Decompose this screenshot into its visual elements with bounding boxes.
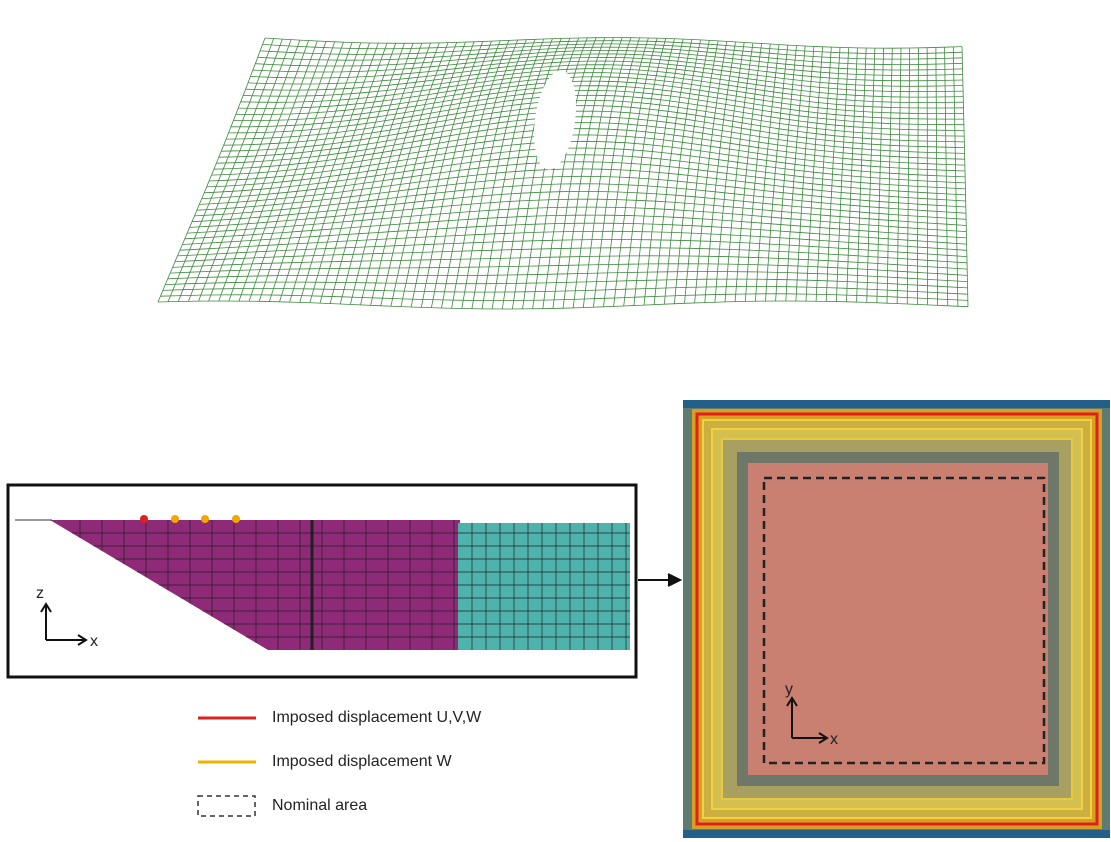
legend-label: Imposed displacement W bbox=[272, 753, 453, 770]
mesh-line bbox=[158, 38, 265, 302]
teal-block bbox=[458, 523, 630, 650]
mesh-line bbox=[178, 39, 282, 301]
mesh-line bbox=[664, 40, 700, 304]
axis-label: x bbox=[830, 731, 838, 748]
plan-view: y x bbox=[683, 400, 1110, 838]
mesh-line bbox=[583, 38, 631, 308]
mesh-line bbox=[472, 39, 535, 308]
mesh-line bbox=[857, 48, 867, 302]
legend-swatch bbox=[198, 796, 255, 816]
orange-node bbox=[201, 515, 209, 523]
mesh-line bbox=[573, 38, 622, 308]
orange-node bbox=[171, 515, 179, 523]
mesh-line bbox=[231, 90, 964, 126]
mesh-line bbox=[330, 43, 413, 303]
mesh-line bbox=[401, 42, 474, 307]
mesh-line bbox=[877, 48, 884, 303]
mesh-line bbox=[265, 38, 962, 49]
deformed-mesh bbox=[158, 38, 968, 309]
mesh-line bbox=[168, 39, 274, 302]
plan-band bbox=[683, 400, 1110, 408]
mesh-line bbox=[188, 40, 291, 302]
axis-label: z bbox=[36, 585, 44, 602]
mesh-line bbox=[796, 46, 814, 301]
mesh-line bbox=[867, 48, 875, 302]
link-arrow bbox=[638, 574, 680, 586]
plan-band bbox=[683, 830, 1110, 838]
red-node bbox=[140, 515, 148, 523]
mesh-line bbox=[847, 48, 858, 302]
mesh-line bbox=[806, 47, 823, 301]
mesh-line bbox=[158, 301, 968, 309]
legend-label: Nominal area bbox=[272, 797, 367, 814]
figure: z x Imposed displacement U,V,W Imposed d… bbox=[0, 0, 1111, 842]
legend-label: Imposed displacement U,V,W bbox=[272, 709, 482, 726]
axis-label: y bbox=[785, 681, 793, 698]
orange-node bbox=[232, 515, 240, 523]
mesh-line bbox=[604, 38, 649, 307]
axis-label: x bbox=[90, 633, 98, 650]
